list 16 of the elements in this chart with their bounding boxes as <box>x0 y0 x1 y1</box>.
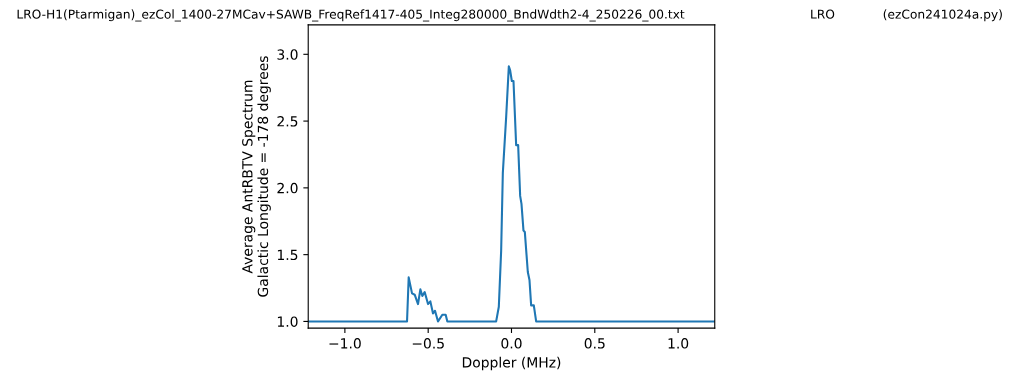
y-tick-label: 2.5 <box>277 116 298 127</box>
x-tick-label: 1.0 <box>668 338 689 349</box>
y-axis-title: Average AntRBTV Spectrum Galactic Longitude = -178 degrees <box>242 56 271 297</box>
x-tick-label: 0.0 <box>501 338 522 349</box>
x-tick-label: 0.5 <box>584 338 605 349</box>
x-tick-label: −0.5 <box>412 338 444 349</box>
y-tick-label: 1.5 <box>277 249 298 261</box>
y-tick-label: 2.0 <box>277 182 298 194</box>
text: LRO <box>811 9 835 19</box>
x-axis-title: Doppler (MHz) <box>462 356 561 371</box>
text: (ezCon241024a.py) <box>883 9 1002 22</box>
y-tick-label: 1.0 <box>277 316 298 327</box>
line-series <box>308 65 715 323</box>
y-tick-label: 3.0 <box>277 49 298 60</box>
x-tick-label: −1.0 <box>329 338 361 349</box>
chart-title: LRO-H1(Ptarmigan)_ezCol_1400-27MCav+SAWB_FreqRef1417-405_Integ280000_BndWdth2-4_250226_00.txt <box>17 9 685 22</box>
